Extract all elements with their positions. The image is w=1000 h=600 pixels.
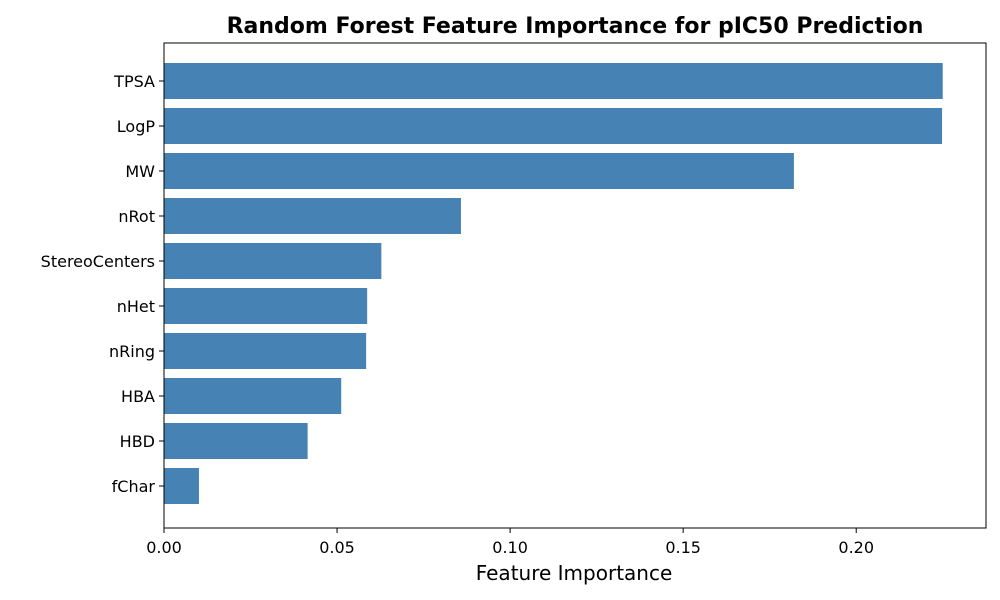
y-tick-label: TPSA xyxy=(113,72,155,91)
bar-nhet xyxy=(164,288,368,324)
y-tick-label: LogP xyxy=(117,117,156,136)
y-tick-label: nRing xyxy=(109,342,155,361)
bar-nring xyxy=(164,333,367,369)
bar-logp xyxy=(164,108,943,144)
y-tick-label: HBD xyxy=(120,432,155,451)
x-tick-label: 0.00 xyxy=(146,538,182,557)
x-tick-label: 0.05 xyxy=(319,538,355,557)
bar-fchar xyxy=(164,468,199,504)
bar-hbd xyxy=(164,423,308,459)
axes-frame xyxy=(163,42,987,529)
chart-title: Random Forest Feature Importance for pIC… xyxy=(227,14,924,39)
y-ticks-group: TPSA LogP MW nRot StereoCenters nHet nRing HBA H… xyxy=(41,72,164,496)
x-ticks-group: 0.00 0.05 0.10 0.15 0.20 xyxy=(146,528,874,557)
y-tick-label: fChar xyxy=(112,477,156,496)
y-tick-label: MW xyxy=(125,162,155,181)
y-tick-label: StereoCenters xyxy=(41,252,155,271)
x-tick-label: 0.20 xyxy=(838,538,874,557)
bar-tpsa xyxy=(164,63,943,99)
bar-mw xyxy=(164,153,794,189)
y-tick-label: HBA xyxy=(121,387,155,406)
y-tick-label: nHet xyxy=(117,297,155,316)
bar-hba xyxy=(164,378,342,414)
bar-nrot xyxy=(164,198,461,234)
bars-group xyxy=(164,63,943,504)
y-tick-label: nRot xyxy=(118,207,155,226)
bar-stereocenters xyxy=(164,243,382,279)
x-tick-label: 0.15 xyxy=(665,538,701,557)
x-axis-label: Feature Importance xyxy=(476,561,673,585)
x-tick-label: 0.10 xyxy=(492,538,528,557)
